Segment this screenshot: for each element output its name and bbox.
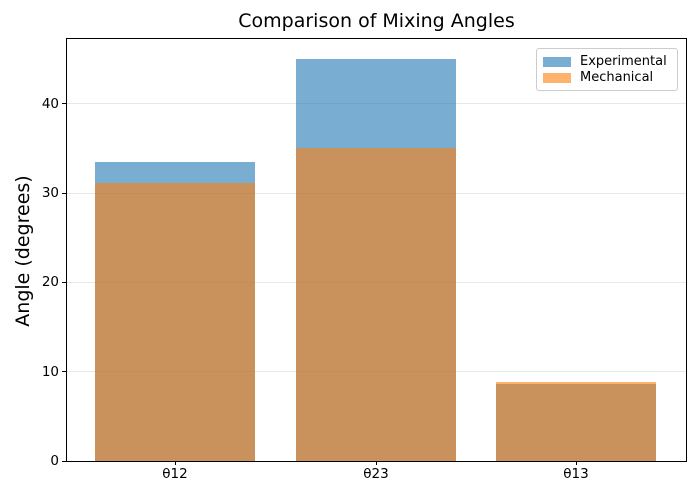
x-tick-label-θ12: θ12 [162, 466, 188, 482]
legend-label-mechanical: Mechanical [580, 70, 654, 85]
legend: Experimental Mechanical [536, 48, 678, 91]
y-tick-10 [62, 371, 66, 373]
bar-mechanical-θ23 [296, 148, 456, 461]
legend-swatch-experimental [543, 56, 571, 67]
x-tick-θ13 [575, 461, 577, 465]
x-tick-θ12 [174, 461, 176, 465]
legend-item-experimental: Experimental [543, 54, 669, 69]
y-tick-40 [62, 103, 66, 105]
legend-label-experimental: Experimental [580, 54, 667, 69]
bar-mechanical-θ12 [95, 183, 255, 461]
y-tick-label-20: 20 [41, 274, 59, 291]
legend-swatch-mechanical [543, 72, 571, 83]
y-tick-30 [62, 192, 66, 194]
y-tick-20 [62, 281, 66, 283]
y-tick-label-0: 0 [50, 453, 59, 469]
plot-border [66, 38, 687, 462]
y-tick-0 [62, 460, 66, 462]
chart-title: Comparison of Mixing Angles [238, 10, 515, 32]
x-tick-θ23 [375, 461, 377, 465]
x-tick-label-θ23: θ23 [363, 466, 389, 482]
legend-item-mechanical: Mechanical [543, 70, 669, 85]
y-tick-label-10: 10 [41, 363, 59, 380]
y-tick-label-30: 30 [41, 185, 59, 202]
y-tick-label-40: 40 [41, 95, 59, 112]
x-tick-label-θ13: θ13 [563, 466, 589, 482]
plot-area [67, 39, 686, 461]
bar-mechanical-θ13 [496, 381, 656, 461]
